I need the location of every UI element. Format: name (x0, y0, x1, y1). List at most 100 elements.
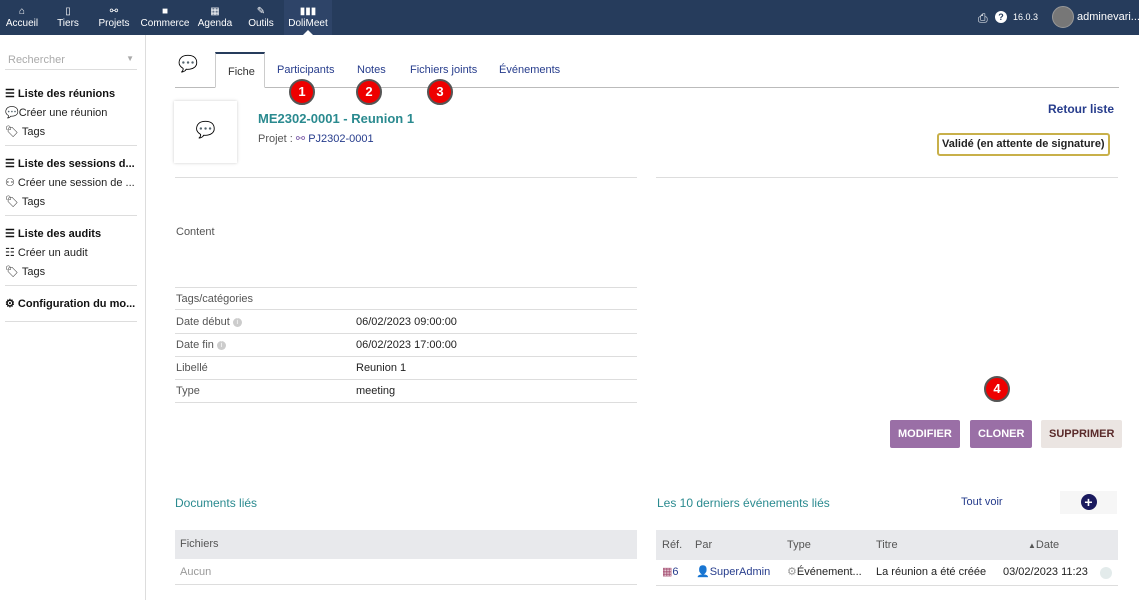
col-type[interactable]: Type (787, 539, 811, 551)
field-row-libelle: Libellé Reunion 1 (175, 357, 637, 380)
project-icon: ⚯ (295, 133, 306, 145)
files-header: Fichiers (175, 530, 637, 559)
calendar-icon: ▦ (662, 566, 673, 578)
field-row-date-fin: Date fin i 06/02/2023 17:00:00 (175, 334, 637, 357)
comments-icon: 💬 (178, 56, 198, 73)
tab-participants[interactable]: Participants (277, 64, 335, 76)
info-icon: i (232, 317, 242, 327)
top-navbar: ⌂ Accueil ▯ Tiers ⚯ Projets ■ Commerce ▦ Agen… (0, 0, 1139, 35)
field-row-tags: Tags/catégories (175, 287, 637, 310)
user-name[interactable]: adminevari... (1077, 11, 1139, 23)
col-titre[interactable]: Titre (876, 539, 898, 551)
dolimeet-icon: ▮▮▮ (299, 6, 317, 17)
event-title[interactable]: La réunion a été créée (876, 566, 987, 578)
tab-fiche[interactable]: Fiche (215, 52, 265, 88)
print-icon[interactable]: ⎙ (978, 11, 988, 25)
col-par[interactable]: Par (695, 539, 713, 551)
event-type: ⚙Événement... (787, 566, 862, 578)
building-icon: ▯ (65, 6, 71, 17)
gear-icon: ⚙ (787, 566, 797, 578)
project-link[interactable]: PJ2302-0001 (308, 133, 374, 145)
list-icon: ☰ (5, 158, 18, 170)
divider (175, 177, 637, 178)
tags-icon: 🏷 (5, 266, 22, 278)
info-icon: i (216, 340, 226, 350)
version-label: 16.0.3 (1013, 12, 1039, 22)
divider (656, 177, 1118, 178)
event-user[interactable]: 👤SuperAdmin (696, 566, 771, 578)
sidebar-item-create-audit[interactable]: ☷ Créer un audit (5, 247, 88, 259)
sidebar-item-create-session[interactable]: ⚇ Créer une session de ... (5, 177, 135, 189)
sidebar-group-reunions: ☰ Liste des réunions 💬Créer une réunion … (5, 85, 137, 146)
sidebar-item-list-reunions[interactable]: ☰ Liste des réunions (5, 88, 116, 100)
nav-dolimeet[interactable]: ▮▮▮ DoliMeet (284, 0, 332, 35)
annotation-badge-3: 3 (427, 79, 453, 105)
calendar-icon: ▦ (210, 6, 220, 17)
col-date[interactable]: ▲Date (1028, 539, 1060, 551)
annotation-badge-2: 2 (356, 79, 382, 105)
avatar[interactable] (1052, 6, 1074, 28)
col-ref[interactable]: Réf. (662, 539, 683, 551)
sidebar-item-tags[interactable]: 🏷 Tags (5, 126, 46, 138)
annotation-badge-4: 4 (984, 376, 1010, 402)
object-ref-title: ME2302-0001 - Reunion 1 (258, 111, 415, 126)
files-empty: Aucun (175, 560, 637, 585)
sidebar-item-tags[interactable]: 🏷 Tags (5, 196, 46, 208)
field-row-type: Type meeting (175, 380, 637, 403)
clone-button[interactable]: CLONER (970, 420, 1033, 448)
project-line: Projet : ⚯ PJ2302-0001 (258, 133, 374, 145)
plus-circle-icon: + (1080, 494, 1097, 510)
field-row-date-debut: Date début i 06/02/2023 09:00:00 (175, 311, 637, 334)
content-label: Content (176, 226, 215, 238)
list-icon: ☰ (5, 228, 18, 240)
tab-fichiers-joints[interactable]: Fichiers joints (410, 64, 478, 76)
comments-icon: 💬 (5, 107, 19, 119)
back-to-list-link[interactable]: Retour liste (1048, 102, 1115, 116)
modify-button[interactable]: MODIFIER (890, 420, 960, 448)
linked-events-title: Les 10 derniers événements liés (657, 496, 830, 510)
delete-button[interactable]: SUPPRIMER (1041, 420, 1123, 448)
user-icon: 👤 (696, 566, 710, 578)
tags-icon: 🏷 (5, 126, 22, 138)
sidebar-item-config[interactable]: ⚙ Configuration du mo... (5, 298, 136, 310)
project-icon: ⚯ (109, 6, 119, 17)
search-input[interactable]: Rechercher ▼ (5, 50, 137, 70)
nav-tiers[interactable]: ▯ Tiers (57, 6, 79, 29)
annotation-badge-1: 1 (289, 79, 315, 105)
nav-projets[interactable]: ⚯ Projets (98, 6, 130, 29)
sidebar: Rechercher ▼ ☰ Liste des réunions 💬Créer … (0, 35, 146, 600)
comments-icon: 💬 (195, 122, 216, 139)
sidebar-item-list-audits[interactable]: ☰ Liste des audits (5, 228, 102, 240)
see-all-link[interactable]: Tout voir (961, 496, 1003, 508)
sidebar-group-sessions: ☰ Liste des sessions d... ⚇ Créer une se… (5, 155, 137, 216)
nav-agenda[interactable]: ▦ Agenda (197, 6, 233, 29)
sidebar-item-create-reunion[interactable]: 💬Créer une réunion (5, 107, 108, 119)
sidebar-item-tags[interactable]: 🏷 Tags (5, 266, 46, 278)
row-divider (656, 585, 1118, 586)
sort-up-icon: ▲ (1028, 541, 1036, 550)
event-date: 03/02/2023 11:23 (1003, 566, 1088, 578)
list-icon: ☰ (5, 88, 18, 100)
tabs-divider (175, 87, 1119, 88)
sidebar-group-config: ⚙ Configuration du mo... (5, 295, 137, 322)
nav-outils[interactable]: ✎ Outils (248, 6, 274, 29)
sidebar-item-list-sessions[interactable]: ☰ Liste des sessions d... (5, 158, 135, 170)
nav-commerce[interactable]: ■ Commerce (140, 6, 190, 29)
briefcase-icon: ■ (161, 6, 169, 17)
session-icon: ⚇ (5, 177, 18, 189)
add-event-button[interactable]: + (1060, 491, 1117, 514)
tab-notes[interactable]: Notes (357, 64, 386, 76)
sidebar-group-audits: ☰ Liste des audits ☷ Créer un audit 🏷 Ta… (5, 225, 137, 286)
home-icon: ⌂ (18, 6, 26, 17)
event-ref[interactable]: ▦6 (662, 566, 679, 578)
tags-icon: 🏷 (5, 196, 22, 208)
nav-accueil[interactable]: ⌂ Accueil (5, 6, 39, 29)
status-dot (1100, 567, 1112, 579)
tab-evenements[interactable]: Événements (499, 64, 561, 76)
chevron-down-icon: ▼ (126, 54, 134, 63)
wrench-icon: ✎ (256, 6, 266, 17)
status-badge: Validé (en attente de signature) (937, 133, 1110, 156)
help-icon[interactable]: ? (995, 11, 1007, 23)
events-table-header (656, 530, 1118, 560)
checklist-icon: ☷ (5, 247, 18, 259)
